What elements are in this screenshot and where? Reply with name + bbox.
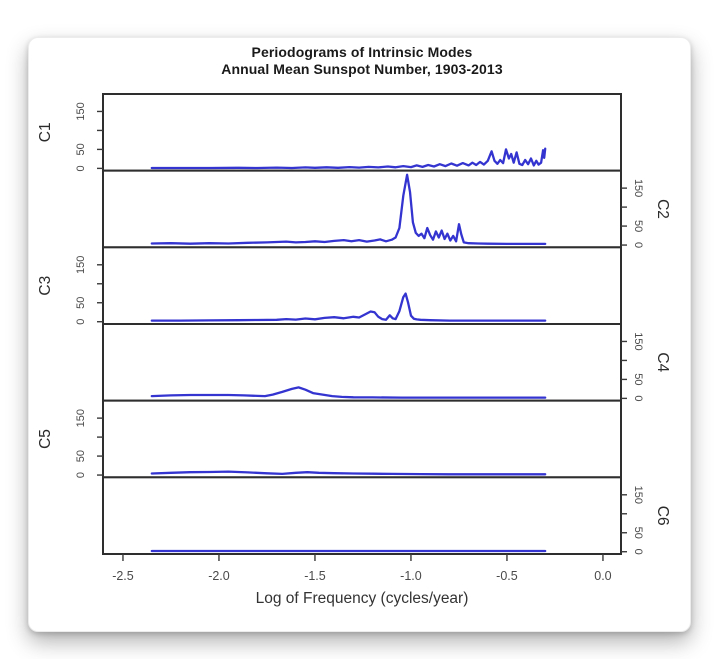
- panel-label-C2: C2: [654, 199, 671, 219]
- panel-label-C5: C5: [37, 429, 54, 449]
- series-line-C5: [150, 470, 547, 476]
- y-tick-label-C4: 150: [632, 332, 644, 350]
- panel-label-C6: C6: [654, 506, 671, 526]
- panel-box-C6: [102, 476, 622, 556]
- chart-subtitle: Annual Mean Sunspot Number, 1903-2013: [221, 61, 503, 77]
- series-line-C2: [150, 173, 547, 246]
- y-tick-label-C6: 150: [632, 486, 644, 504]
- panel-box-C4: [102, 323, 622, 402]
- y-tick-label-C1: 50: [75, 143, 87, 155]
- x-tick-label: -2.0: [208, 569, 230, 583]
- y-tick-label-C6: 50: [632, 527, 644, 539]
- y-tick-label-C5: 0: [75, 472, 87, 478]
- panel-box-C2: [102, 169, 622, 249]
- series-line-C1: [150, 147, 547, 170]
- series-line-C4: [150, 386, 547, 399]
- x-axis-label: Log of Frequency (cycles/year): [255, 590, 469, 607]
- y-tick-label-C5: 150: [75, 409, 87, 427]
- y-tick-label-C1: 150: [75, 102, 87, 120]
- panel-label-C1: C1: [37, 122, 54, 142]
- x-tick-label: -0.5: [496, 569, 518, 583]
- y-tick-label-C5: 50: [75, 450, 87, 462]
- x-tick-label: -1.5: [304, 569, 326, 583]
- chart-title: Periodograms of Intrinsic Modes: [251, 44, 473, 60]
- x-tick-label: -2.5: [112, 569, 134, 583]
- y-tick-label-C3: 150: [75, 256, 87, 274]
- y-tick-label-C2: 150: [632, 179, 644, 197]
- y-tick-label-C2: 50: [632, 220, 644, 232]
- y-tick-label-C3: 0: [75, 319, 87, 325]
- series-line-C3: [150, 292, 547, 322]
- y-tick-label-C4: 0: [632, 395, 644, 401]
- plot-window: Periodograms of Intrinsic Modes Annual M…: [28, 37, 691, 632]
- y-tick-label-C2: 0: [632, 242, 644, 248]
- panel-label-C3: C3: [37, 276, 54, 296]
- x-tick-label: 0.0: [594, 569, 611, 583]
- panel-label-C4: C4: [654, 352, 671, 372]
- panel-box-C1: [102, 93, 622, 172]
- y-tick-label-C1: 0: [75, 165, 87, 171]
- y-tick-label-C3: 50: [75, 297, 87, 309]
- periodogram-plot: 0 50 150 C1 0 50 150 C2 0 50 150 C3 0 50 150 C4 0 50 150 C5…: [37, 93, 671, 583]
- x-tick-label: -1.0: [400, 569, 422, 583]
- y-tick-label-C4: 50: [632, 373, 644, 385]
- panel-box-C3: [102, 246, 622, 325]
- y-tick-label-C6: 0: [632, 549, 644, 555]
- panel-box-C5: [102, 399, 622, 479]
